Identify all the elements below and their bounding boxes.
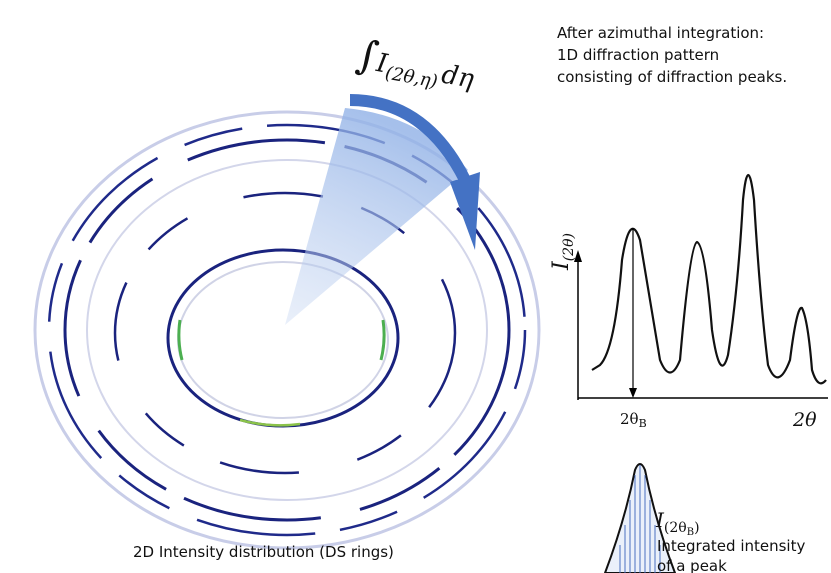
bragg-label: 2θB xyxy=(620,410,647,430)
y-axis-label: I(2θ) xyxy=(549,233,577,271)
x-axis-label: 2θ xyxy=(792,409,817,431)
description-line: 1D diffraction pattern xyxy=(557,46,719,64)
differential: dη xyxy=(439,60,476,95)
peak-label-sub: (2θ xyxy=(664,520,687,536)
diffraction-curve xyxy=(592,175,826,383)
figure: ∫I(2θ,η)dη After azimuthal integration: … xyxy=(0,0,831,573)
y-label-subscript: (2θ) xyxy=(561,233,577,261)
integrand-subscript: (2θ,η) xyxy=(384,63,440,93)
peak-text: of a peak xyxy=(657,557,727,573)
peak-text: Integrated intensity xyxy=(657,537,805,555)
integral-label: ∫I(2θ,η)dη xyxy=(353,32,479,99)
pattern-plot xyxy=(574,175,828,400)
caption: 2D Intensity distribution (DS rings) xyxy=(133,543,394,561)
bragg-subscript: B xyxy=(639,417,647,430)
peak-label-sub-close: ) xyxy=(694,520,699,536)
bragg-base: 2θ xyxy=(620,410,639,428)
description-line: consisting of diffraction peaks. xyxy=(557,68,787,86)
description-line: After azimuthal integration: xyxy=(557,24,764,42)
